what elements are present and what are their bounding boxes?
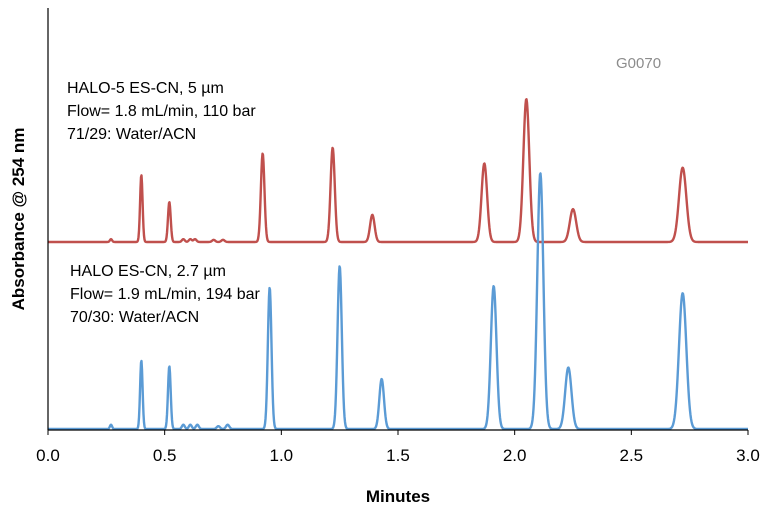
series-annotation-line: Flow= 1.9 mL/min, 194 bar <box>70 286 261 303</box>
series-annotation-line: HALO-5 ES-CN, 5 µm <box>67 80 224 97</box>
figure-code: G0070 <box>616 55 661 72</box>
x-tick-label: 1.5 <box>386 446 410 465</box>
x-tick-label: 2.0 <box>503 446 527 465</box>
y-axis-title: Absorbance @ 254 nm <box>9 128 28 311</box>
x-tick-label: 1.0 <box>270 446 294 465</box>
series-annotation-line: Flow= 1.8 mL/min, 110 bar <box>67 103 256 120</box>
annotation-layer: HALO-5 ES-CN, 5 µm Flow= 1.8 mL/min, 110 … <box>67 80 261 326</box>
x-tick-label: 0.0 <box>36 446 60 465</box>
series-annotation-line: 70/30: Water/ACN <box>70 309 199 326</box>
x-tick-label: 0.5 <box>153 446 177 465</box>
x-axis-title: Minutes <box>366 487 430 506</box>
x-tick-label: 3.0 <box>736 446 760 465</box>
chromatogram-trace-2 <box>47 172 749 431</box>
x-axis-ticks: 0.0 0.5 1.0 1.5 2.0 2.5 3.0 <box>36 430 760 465</box>
series-annotation-line: HALO ES-CN, 2.7 µm <box>70 263 226 280</box>
chromatogram-trace-1 <box>47 98 749 244</box>
series-layer <box>47 98 749 431</box>
x-tick-label: 2.5 <box>620 446 644 465</box>
series-annotation-line: 71/29: Water/ACN <box>67 126 196 143</box>
